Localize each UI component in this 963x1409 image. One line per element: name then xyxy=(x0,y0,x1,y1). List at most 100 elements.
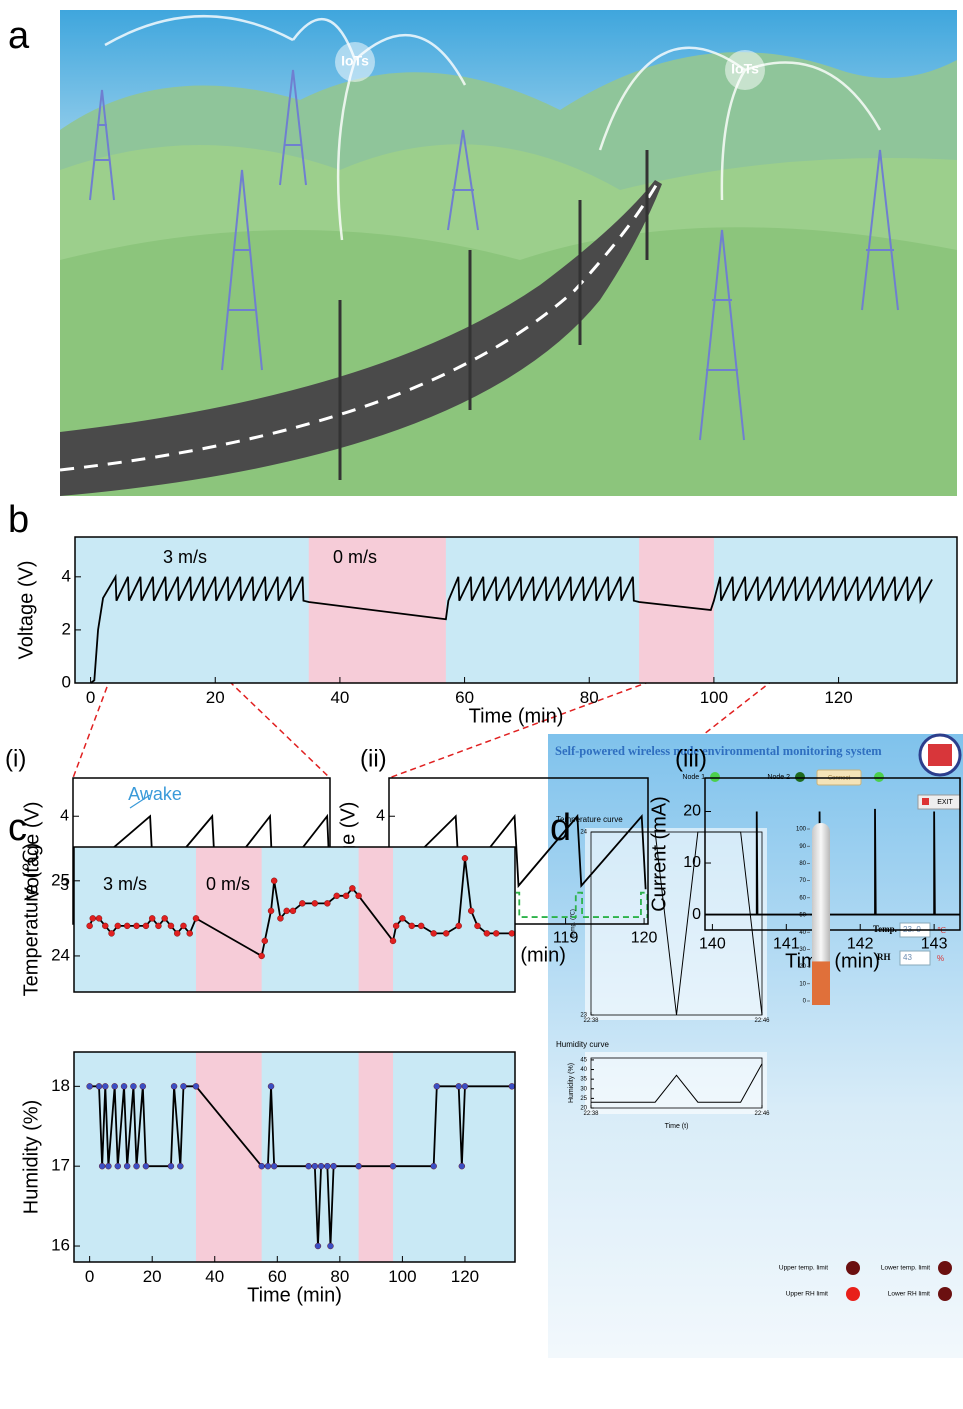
y-axis-label: Temperature (℃) xyxy=(20,843,42,997)
data-point xyxy=(111,1083,118,1090)
y-axis-label: Humidity (%) xyxy=(568,1063,575,1103)
y-tick-label: 80 xyxy=(799,861,806,867)
data-point xyxy=(342,892,350,900)
inset-label: (iii) xyxy=(675,745,707,772)
data-point xyxy=(508,1083,516,1090)
y-tick-label: 40 xyxy=(799,930,806,936)
exit-icon xyxy=(922,798,929,805)
x-tick-label: 120 xyxy=(631,930,658,947)
annotation: 3 m/s xyxy=(103,874,147,894)
data-point xyxy=(130,1083,137,1090)
data-point xyxy=(314,1242,322,1250)
limit-light xyxy=(938,1261,952,1275)
illustration: IoTs IoTs xyxy=(59,10,957,497)
data-point xyxy=(258,952,265,960)
limit-label: Lower RH limit xyxy=(888,1291,930,1298)
temp-label: Temp. xyxy=(873,924,897,934)
data-point xyxy=(461,855,469,862)
x-tick-label: 119 xyxy=(553,930,579,947)
plot-frame xyxy=(704,777,961,931)
data-point xyxy=(86,922,93,930)
data-point xyxy=(142,1162,150,1170)
data-point xyxy=(408,922,415,930)
y-tick-label: 25 xyxy=(580,1096,587,1102)
y-tick-label: 100 xyxy=(796,827,807,833)
data-point xyxy=(324,900,331,907)
y-tick-label: 10 xyxy=(683,854,701,871)
data-point xyxy=(133,1162,140,1170)
x-tick-label: 22:38 xyxy=(583,1018,599,1024)
data-point xyxy=(186,930,193,937)
y-tick-label: 23 xyxy=(580,1013,587,1019)
panel-label: d xyxy=(550,807,571,849)
x-tick-label: 22:46 xyxy=(754,1111,770,1117)
data-point xyxy=(180,1083,187,1090)
data-point xyxy=(170,1083,178,1090)
y-tick-label: 0 xyxy=(803,999,807,1005)
data-point xyxy=(355,1162,362,1170)
data-point xyxy=(267,907,275,915)
y-tick-label: 40 xyxy=(580,1067,587,1073)
data-point xyxy=(430,1162,437,1170)
annotation: 0 m/s xyxy=(333,547,377,567)
y-tick-label: 17 xyxy=(51,1156,70,1175)
x-tick-label: 60 xyxy=(268,1267,287,1286)
chart-title: Temperature curve xyxy=(556,815,623,824)
rh-panel xyxy=(585,1052,767,1114)
data-point xyxy=(155,922,162,930)
y-axis-label: Current (mA) xyxy=(648,796,670,912)
data-point xyxy=(417,922,425,930)
lamps xyxy=(338,150,649,480)
iot-label: IoTs xyxy=(341,53,369,69)
series-line xyxy=(705,808,960,916)
data-point xyxy=(389,937,397,945)
y-axis-label: Humidity (%) xyxy=(20,1100,42,1214)
data-point xyxy=(192,915,200,922)
y-tick-label: 60 xyxy=(799,895,806,901)
data-point xyxy=(139,1083,147,1090)
data-point xyxy=(430,930,437,937)
connect-light xyxy=(874,772,884,782)
thermometer-fill xyxy=(812,961,830,1005)
x-tick-label: 40 xyxy=(330,688,349,707)
data-point xyxy=(133,922,140,930)
data-point xyxy=(311,1162,319,1170)
exit-label[interactable]: EXIT xyxy=(937,799,953,806)
road xyxy=(60,180,662,496)
y-tick-label: 16 xyxy=(51,1236,70,1255)
data-point xyxy=(327,1242,334,1250)
y-tick-label: 24 xyxy=(51,945,70,964)
iot-bubble xyxy=(725,50,765,90)
panel-label: a xyxy=(8,15,30,57)
limit-light xyxy=(846,1261,860,1275)
data-point xyxy=(174,930,181,937)
y-axis-label: Voltage (V) xyxy=(21,802,43,901)
data-point xyxy=(264,1162,272,1170)
node-label: Node 1 xyxy=(682,774,705,781)
data-point xyxy=(167,1162,175,1170)
series-line xyxy=(90,573,933,684)
panel-label: c xyxy=(8,807,27,849)
panel-label: b xyxy=(8,499,29,541)
data-point xyxy=(277,915,284,922)
data-point xyxy=(299,900,306,907)
limit-label: Lower temp. limit xyxy=(881,1265,930,1272)
data-point xyxy=(508,930,516,937)
limit-light xyxy=(846,1287,860,1301)
data-point xyxy=(89,915,96,922)
data-point xyxy=(95,915,103,922)
data-point xyxy=(258,1162,265,1170)
data-point xyxy=(98,1162,106,1170)
y-tick-label: 90 xyxy=(799,844,806,850)
plot-frame xyxy=(73,846,516,993)
ui-title: Self-powered wireless node environmental… xyxy=(555,744,882,758)
inset-label: (i) xyxy=(5,745,26,772)
data-point xyxy=(261,937,268,945)
y-tick-label: 45 xyxy=(580,1058,587,1064)
road-line xyxy=(59,181,660,472)
series-line xyxy=(388,813,647,890)
y-axis-label: Voltage (V) xyxy=(15,561,37,660)
limit-label: Upper temp. limit xyxy=(779,1265,828,1272)
data-point xyxy=(86,1083,93,1090)
